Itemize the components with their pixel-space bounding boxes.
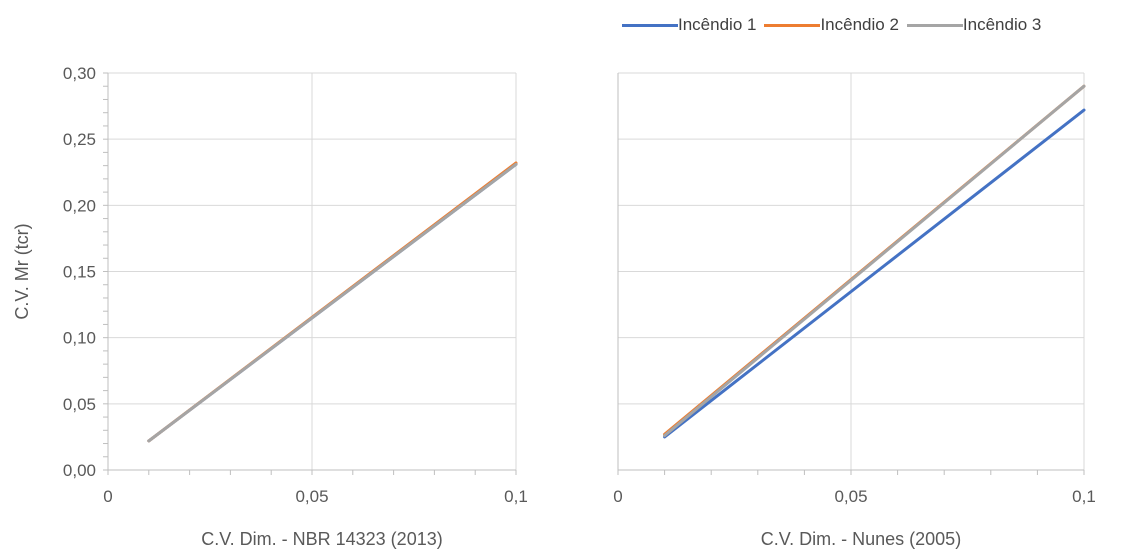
y-axis-title: C.V. Mr (tcr) [12,223,32,319]
x-axis-title: C.V. Dim. - NBR 14323 (2013) [201,529,442,549]
x-tick-label: 0,1 [1072,487,1096,506]
x-tick-label: 0,05 [834,487,867,506]
x-tick-label: 0 [613,487,622,506]
y-tick-label: 0,05 [63,395,96,414]
legend-swatch [764,23,821,27]
legend-swatch [906,23,963,27]
x-axis-title: C.V. Dim. - Nunes (2005) [761,529,961,549]
legend-label: Incêndio 2 [820,15,899,34]
y-tick-label: 0,10 [63,329,96,348]
legend-item-incendio-2: Incêndio 2 [764,15,899,35]
legend-label: Incêndio 3 [962,15,1042,34]
y-tick-label: 0,00 [63,461,96,480]
legend-item-incendio-1: Incêndio 1 [622,15,756,35]
series-line-inc-ndio-3 [147,162,518,443]
x-tick-label: 0 [103,487,112,506]
x-tick-label: 0,05 [295,487,328,506]
legend-item-incendio-3: Incêndio 3 [906,15,1042,35]
y-tick-label: 0,20 [63,196,96,215]
y-tick-label: 0,25 [63,130,96,149]
series-line-inc-ndio-1 [663,108,1086,439]
y-tick-label: 0,30 [63,64,96,83]
y-tick-label: 0,15 [63,263,96,282]
x-tick-label: 0,1 [504,487,528,506]
chart-legend: Incêndio 1 Incêndio 2 Incêndio 3 [622,12,1049,38]
series-line-inc-ndio-3 [663,84,1086,438]
legend-swatch [622,23,678,27]
legend-label: Incêndio 1 [678,15,757,34]
